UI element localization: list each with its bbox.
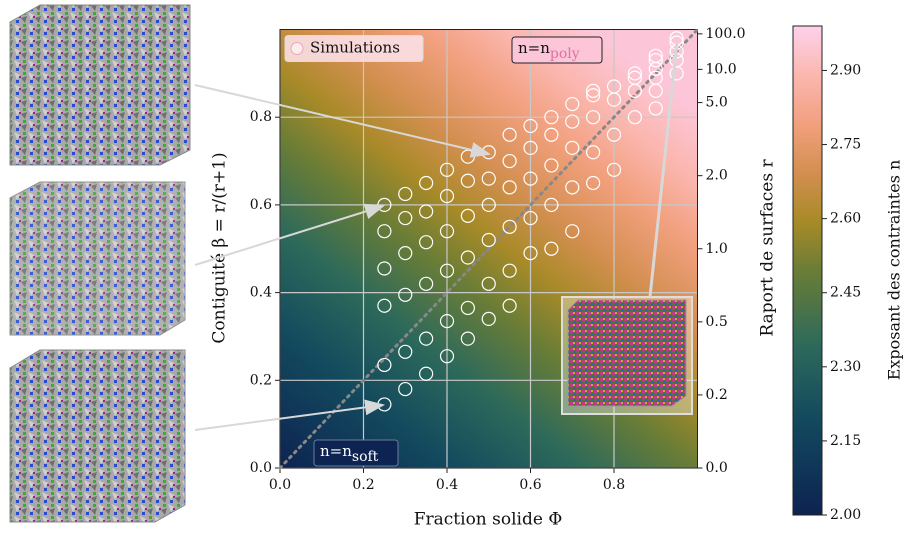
legend-label: Simulations — [310, 39, 400, 57]
colorbar-tick-label: 2.15 — [830, 433, 861, 449]
legend-marker — [291, 43, 303, 55]
y-tick-label: 0.6 — [250, 197, 272, 213]
x-axis-label: Fraction solide Φ — [414, 510, 563, 530]
colorbar-tick-label: 2.00 — [830, 507, 861, 523]
y2-tick-label: 0.5 — [706, 314, 728, 330]
annotation-sub: poly — [550, 46, 580, 62]
y-axis-label: Contiguité β = r/(r+1) — [210, 152, 230, 343]
x-tick-label: 0.2 — [352, 477, 374, 493]
y2-tick-label: 2.0 — [706, 168, 728, 184]
y-tick-label: 0.2 — [250, 372, 272, 388]
y2-tick-label: 0.2 — [706, 387, 728, 403]
colorbar-tick-label: 2.45 — [830, 285, 861, 301]
y-tick-label: 0.8 — [250, 109, 272, 125]
inset-cube — [568, 300, 686, 406]
microstructure-images — [10, 5, 190, 522]
y2-tick-label: 100.0 — [706, 26, 746, 42]
colorbar-tick-label: 2.60 — [830, 211, 861, 227]
image-high-contiguity — [10, 5, 190, 165]
colorbar-tick-label: 2.90 — [830, 62, 861, 78]
x-tick-label: 0.8 — [603, 477, 625, 493]
x-tick-label: 0.6 — [519, 477, 541, 493]
y2-tick-label: 1.0 — [706, 241, 728, 257]
annotation-text: n=n — [518, 39, 550, 57]
y2-tick-label: 10.0 — [706, 61, 737, 77]
legend: Simulations — [285, 36, 423, 62]
colorbar-tick-label: 2.75 — [830, 137, 861, 153]
y2-tick-label: 0.0 — [706, 460, 728, 476]
x-tick-label: 0.0 — [269, 477, 291, 493]
x-tick-label: 0.4 — [436, 477, 458, 493]
y-tick-label: 0.4 — [250, 285, 272, 301]
figure: Fraction solide Φ Contiguité β = r/(r+1)… — [0, 0, 906, 531]
y2-tick-label: 5.0 — [706, 95, 728, 111]
annotation-sub: soft — [352, 449, 379, 465]
colorbar-label: Exposant des contraintes n — [885, 160, 904, 381]
y2-axis-label: Raport de surfaces r — [758, 159, 778, 337]
colorbar-tick-label: 2.30 — [830, 359, 861, 375]
image-low-contiguity — [10, 350, 185, 522]
y-tick-label: 0.0 — [250, 460, 272, 476]
annotation-text: n=n — [320, 442, 352, 460]
image-mid-contiguity — [10, 182, 185, 335]
colorbar — [793, 26, 822, 515]
